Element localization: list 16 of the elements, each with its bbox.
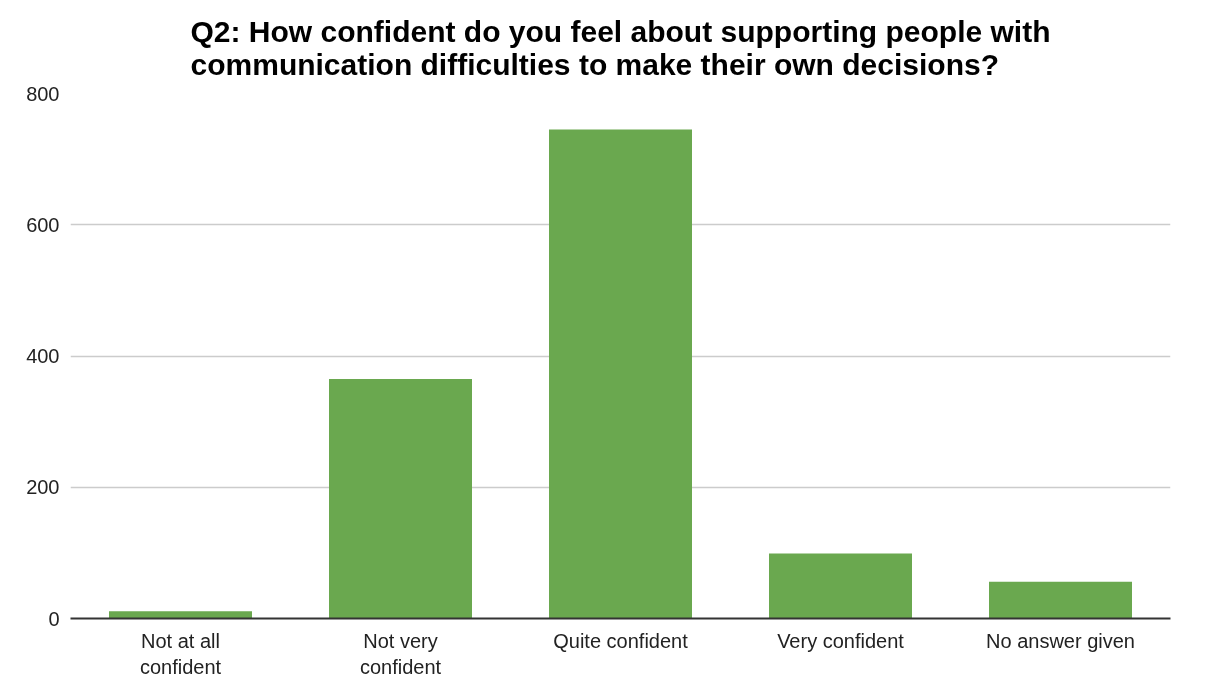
bar — [769, 553, 912, 619]
bar — [549, 129, 692, 619]
x-tick-label: Quite confident — [553, 629, 689, 652]
x-tick-label: No answer given — [986, 629, 1135, 652]
x-tick-label: Very confident — [777, 629, 905, 652]
chart-title: Q2: How confident do you feel about supporting people with communication difficulties to make their own decisions? — [190, 15, 1051, 81]
x-tick-label: Not very confident — [359, 629, 442, 678]
bar — [989, 581, 1132, 619]
y-tick-label: 0 — [48, 607, 60, 630]
x-tick-label: Not at all confident — [139, 629, 222, 678]
y-tick-label: 200 — [26, 476, 60, 499]
y-tick-label: 800 — [26, 82, 60, 105]
y-tick-label: 400 — [26, 345, 60, 367]
y-tick-label: 600 — [26, 213, 60, 236]
bar — [329, 378, 472, 619]
bar — [109, 611, 252, 619]
